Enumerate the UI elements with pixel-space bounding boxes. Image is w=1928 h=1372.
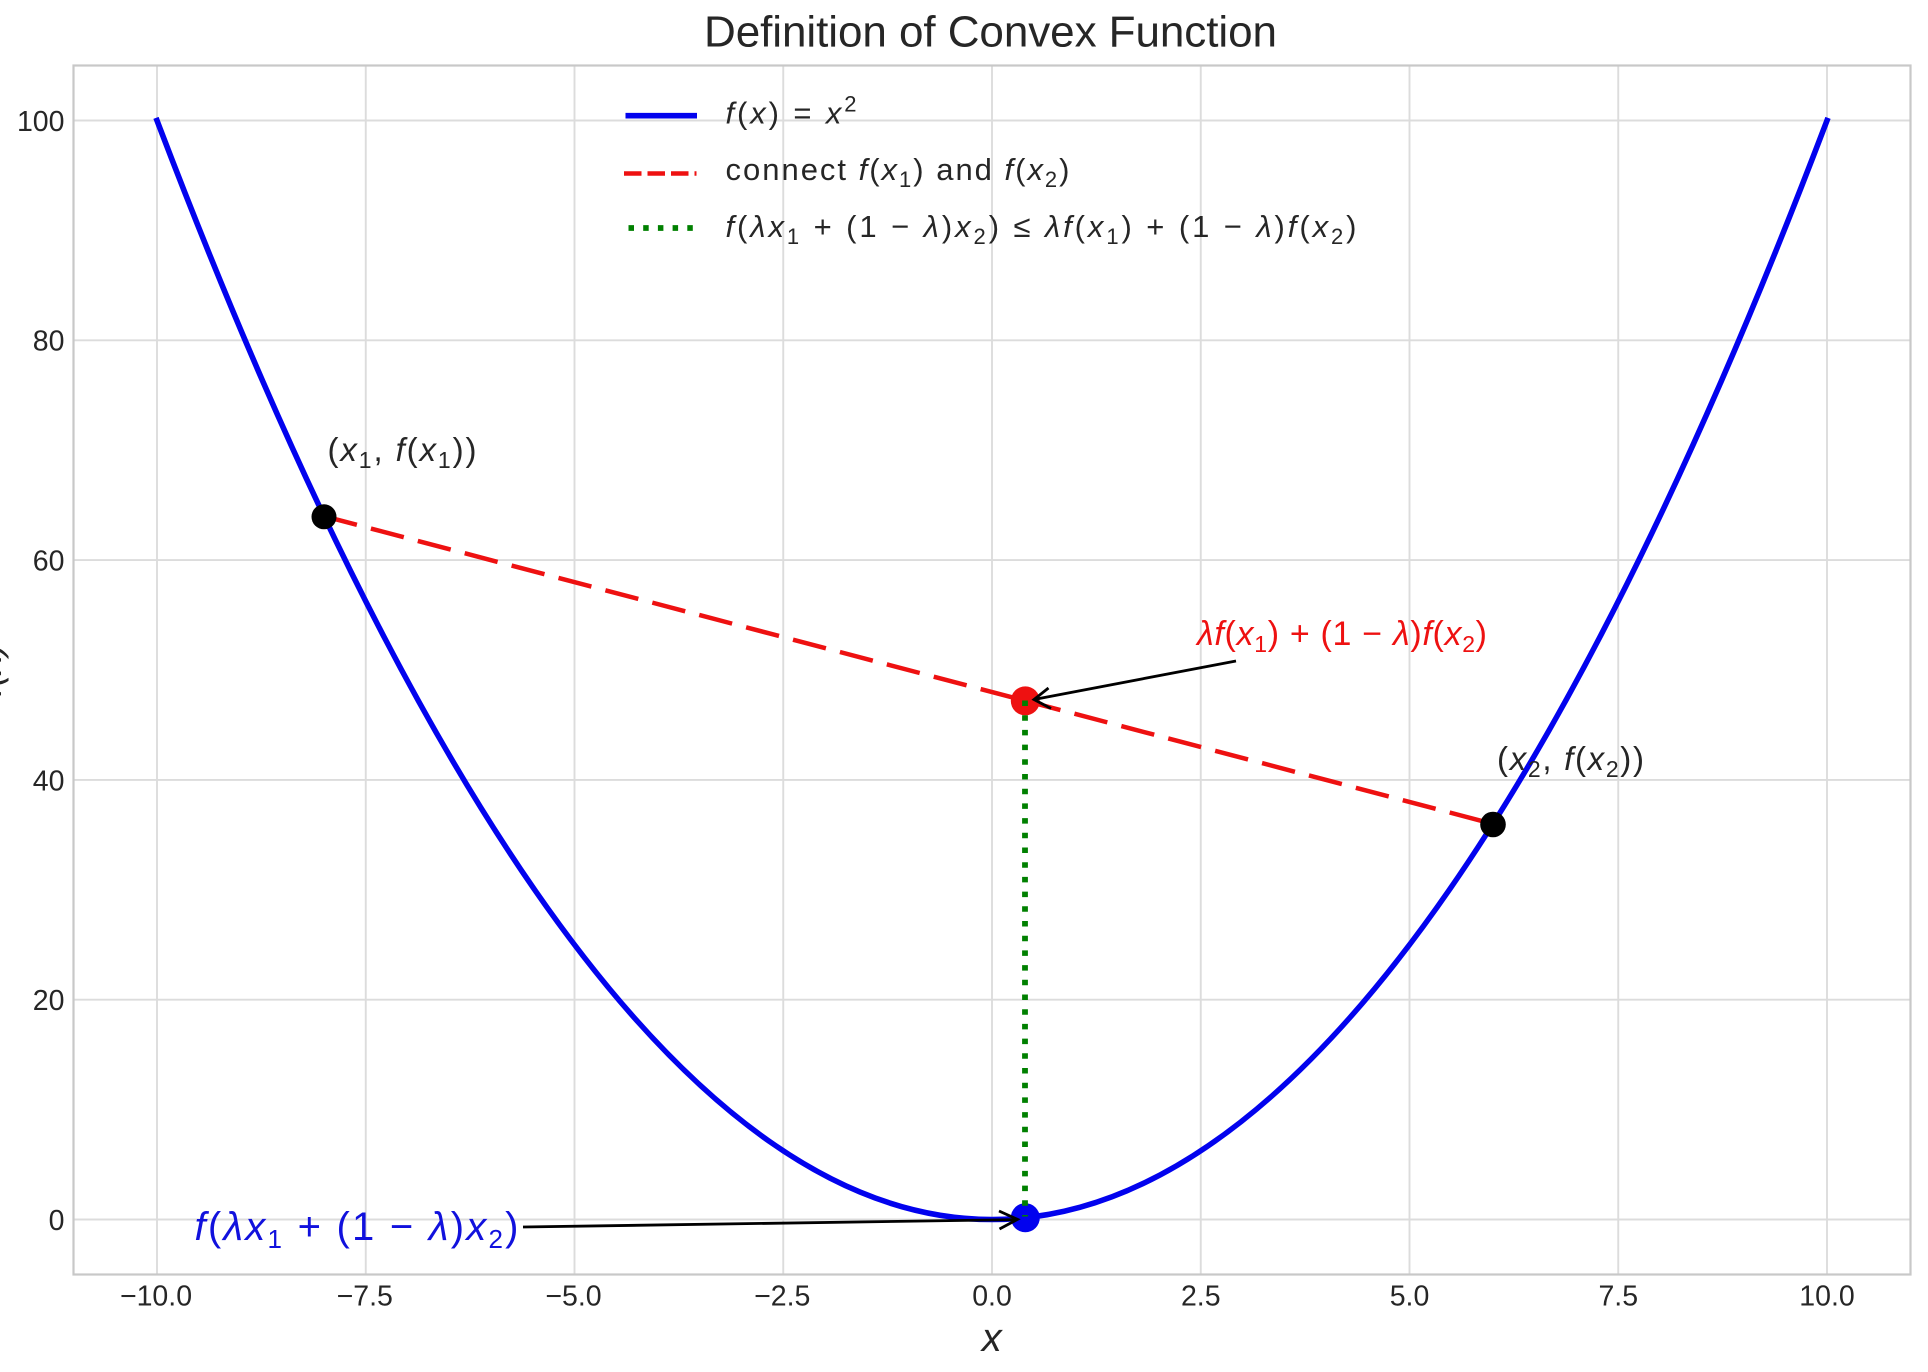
- svg-text:x: x: [980, 1316, 1004, 1360]
- svg-text:7.5: 7.5: [1598, 1281, 1638, 1313]
- svg-text:40: 40: [33, 765, 65, 797]
- svg-text:20: 20: [33, 985, 65, 1017]
- svg-text:−2.5: −2.5: [754, 1281, 810, 1313]
- svg-text:80: 80: [33, 326, 65, 358]
- svg-text:(x2, f(x2)): (x2, f(x2)): [1497, 740, 1644, 782]
- svg-text:−7.5: −7.5: [337, 1281, 393, 1313]
- svg-text:−5.0: −5.0: [545, 1281, 601, 1313]
- svg-text:f(x): f(x): [0, 643, 9, 696]
- svg-text:60: 60: [33, 546, 65, 578]
- svg-text:λf(x1) + (1 − λ)f(x2): λf(x1) + (1 − λ)f(x2): [1195, 615, 1487, 657]
- svg-text:100: 100: [17, 106, 65, 138]
- svg-text:0: 0: [49, 1205, 65, 1237]
- svg-text:0.0: 0.0: [972, 1281, 1012, 1313]
- svg-text:2.5: 2.5: [1181, 1281, 1221, 1313]
- svg-text:5.0: 5.0: [1390, 1281, 1430, 1313]
- svg-text:(x1, f(x1)): (x1, f(x1)): [328, 431, 477, 473]
- svg-text:Definition of Convex Function: Definition of Convex Function: [704, 8, 1277, 57]
- svg-text:−10.0: −10.0: [120, 1281, 192, 1313]
- svg-text:f(λx1 + (1 − λ)x2) ≤ λf(x1) +: f(λx 1 + (1 − λ)x 2) ≤ λf(x 1) + (1 − λ)f(x…: [726, 209, 1357, 249]
- svg-text:10.0: 10.0: [1799, 1281, 1854, 1313]
